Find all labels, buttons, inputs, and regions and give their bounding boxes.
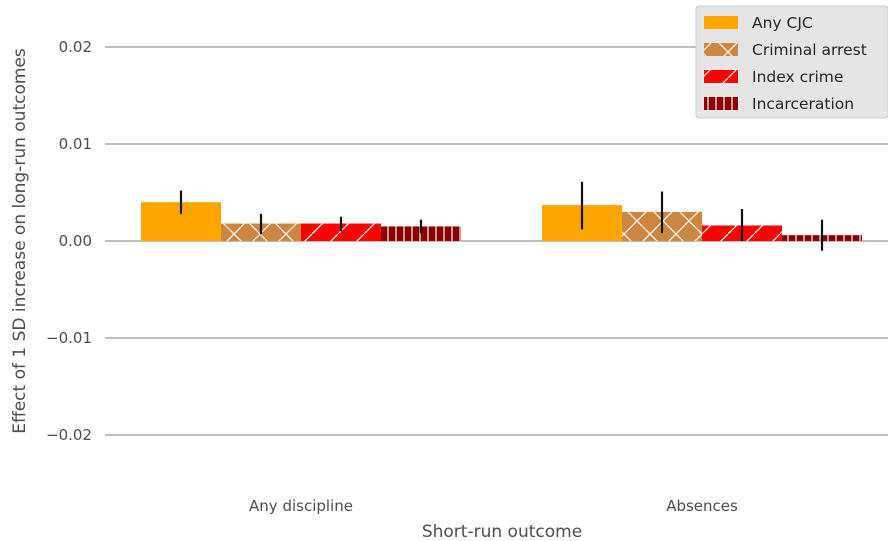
legend-label: Criminal arrest bbox=[752, 41, 867, 59]
legend-swatch-hatch bbox=[704, 43, 738, 56]
legend-label: Incarceration bbox=[752, 95, 854, 113]
x-tick-label: Any discipline bbox=[249, 497, 353, 515]
bar-hatch bbox=[301, 223, 381, 241]
legend: Any CJC Criminal arrest Index crime Incarce… bbox=[695, 5, 888, 119]
legend-label: Index crime bbox=[752, 68, 843, 86]
y-tick-label: −0.02 bbox=[46, 426, 92, 444]
legend-swatch-hatch bbox=[704, 97, 738, 110]
bars bbox=[141, 202, 862, 241]
x-tick-label: Absences bbox=[666, 497, 738, 515]
x-axis-label: Short-run outcome bbox=[422, 522, 582, 541]
legend-label: Any CJC bbox=[752, 14, 813, 32]
legend-box bbox=[695, 5, 888, 119]
y-tick-label: 0.00 bbox=[59, 232, 92, 250]
y-axis-label: Effect of 1 SD increase on long-run outc… bbox=[10, 48, 30, 434]
y-tick-label: 0.01 bbox=[59, 135, 92, 153]
bar-hatch bbox=[381, 226, 461, 241]
x-tick-labels: Any discipline Absences bbox=[249, 497, 738, 515]
legend-swatch-hatch bbox=[704, 70, 738, 83]
error-bars bbox=[179, 181, 824, 251]
y-tick-label: 0.02 bbox=[59, 38, 92, 56]
y-tick-labels: −0.02 −0.01 0.00 0.01 0.02 bbox=[46, 38, 92, 444]
legend-swatch bbox=[704, 16, 738, 29]
y-tick-label: −0.01 bbox=[46, 329, 92, 347]
